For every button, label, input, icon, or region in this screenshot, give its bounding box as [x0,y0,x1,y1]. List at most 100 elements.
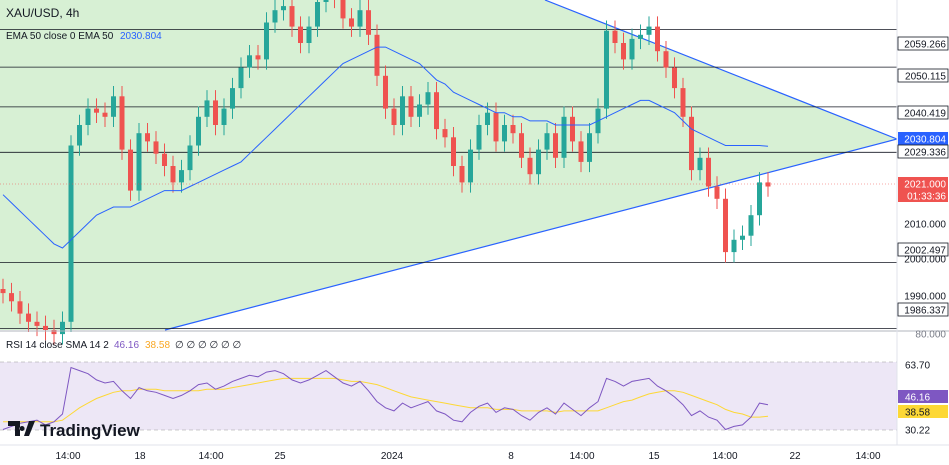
candle-body [34,321,40,326]
candle-body [570,116,575,142]
price-axis-label-bg [897,36,949,51]
candle-body [85,108,91,125]
candle-body [629,38,635,60]
rsi-axis-label-bg [898,405,948,418]
candle-body [723,198,728,253]
candle-body [672,67,677,89]
candle-body [765,182,771,187]
candle-body [731,239,737,253]
candle-body [204,100,210,117]
candle-body [247,55,252,68]
candle-body [119,96,125,150]
time-axis-label: 14:00 [855,451,880,462]
candle-body [621,43,626,60]
price-axis-label: 2059.266 [904,40,946,51]
ema-legend-value: 2030.804 [120,31,162,42]
candle-body [519,133,524,158]
candle-body [638,34,643,39]
candle-body [748,215,754,236]
tradingview-logo-text: TradingView [40,421,141,440]
candle-body [60,321,65,335]
price-axis-label-bg [898,132,948,145]
rsi-axis-label: 63.70 [905,361,930,372]
candle-body [289,6,295,27]
candle-body [170,166,176,183]
candle-body [77,125,82,146]
candle-body [179,170,184,183]
time-axis-label: 14:00 [712,451,737,462]
candle-body [153,141,159,154]
candle-body [646,26,652,35]
candle-body [604,30,609,109]
candle-body [383,75,388,109]
price-axis-label: 2021.000 [904,180,946,191]
candle-body [26,313,31,322]
candle-body [298,26,303,43]
candle-body [68,145,74,322]
candle-body [689,116,694,171]
price-axis-label: 01:33:36 [907,192,946,203]
candle-body [238,67,244,89]
time-axis-label: 14:00 [55,451,80,462]
candle-body [757,182,762,216]
candle-body [553,133,558,158]
price-axis-label: 1990.000 [904,292,946,303]
candle-body [536,149,541,175]
candles [0,0,771,345]
price-axis-label: 2040.419 [904,109,946,120]
rsi-band [0,362,897,430]
candle-body [476,125,482,150]
price-axis-label: 2002.497 [904,246,946,257]
candle-body [408,96,414,117]
price-axis-label: 2000.000 [904,255,946,266]
candle-body [323,0,329,2]
triangle-lower-line[interactable] [164,138,898,331]
rsi-axis-label: 46.16 [905,393,930,404]
candle-body [502,125,507,142]
rsi-legend-value: 46.16 [114,340,139,351]
rsi-sma-line [3,377,769,423]
candle-body [51,330,57,335]
candle-body [94,108,99,113]
candle-body [544,133,550,150]
time-axis-label: 8 [508,451,514,462]
rsi-legend-label[interactable]: RSI 14 close SMA 14 2 [6,340,109,351]
candle-body [697,157,703,171]
candle-body [510,125,516,134]
candle-body [136,133,142,191]
ema-legend-label[interactable]: EMA 50 close 0 EMA 50 [6,31,114,42]
time-axis-label: 15 [648,451,660,462]
candle-body [111,96,116,117]
candle-body [0,289,6,294]
price-axis-label: 2050.115 [905,72,946,83]
candle-body [162,153,167,166]
price-axis-label: 2030.804 [904,135,946,146]
candle-body [561,116,567,158]
candle-body [680,88,686,117]
candle-body [187,145,193,171]
price-axis-label-bg [897,242,949,257]
candle-body [340,0,346,19]
rsi-axis[interactable]: 63.70 46.16 38.58 30.22 [898,361,948,437]
time-axis-label: 25 [274,451,286,462]
price-axis-label-bg [898,189,948,202]
symbol-title[interactable]: XAU/USD, 4h [6,6,79,20]
candle-body [43,325,48,330]
candle-body [213,100,218,125]
time-axis-label: 14:00 [569,451,594,462]
candle-body [17,301,23,314]
time-axis-label: 14:00 [198,451,223,462]
price-axis[interactable]: 2059.266 2050.115 2040.419 2030.804 2029.336… [897,36,949,341]
candle-body [128,149,133,191]
triangle-upper-line[interactable] [544,0,898,140]
time-axis[interactable]: 14:00 18 14:00 25 2024 8 14:00 15 14:00 22 14:00 [55,451,880,462]
candle-body [357,10,363,27]
candle-body [706,157,711,187]
candle-body [442,129,448,138]
rsi-sma-legend-value: 38.58 [145,340,170,351]
candle-body [230,88,235,109]
candle-body [196,116,201,146]
tradingview-logo: TradingView [8,421,141,440]
candle-body [493,112,499,142]
